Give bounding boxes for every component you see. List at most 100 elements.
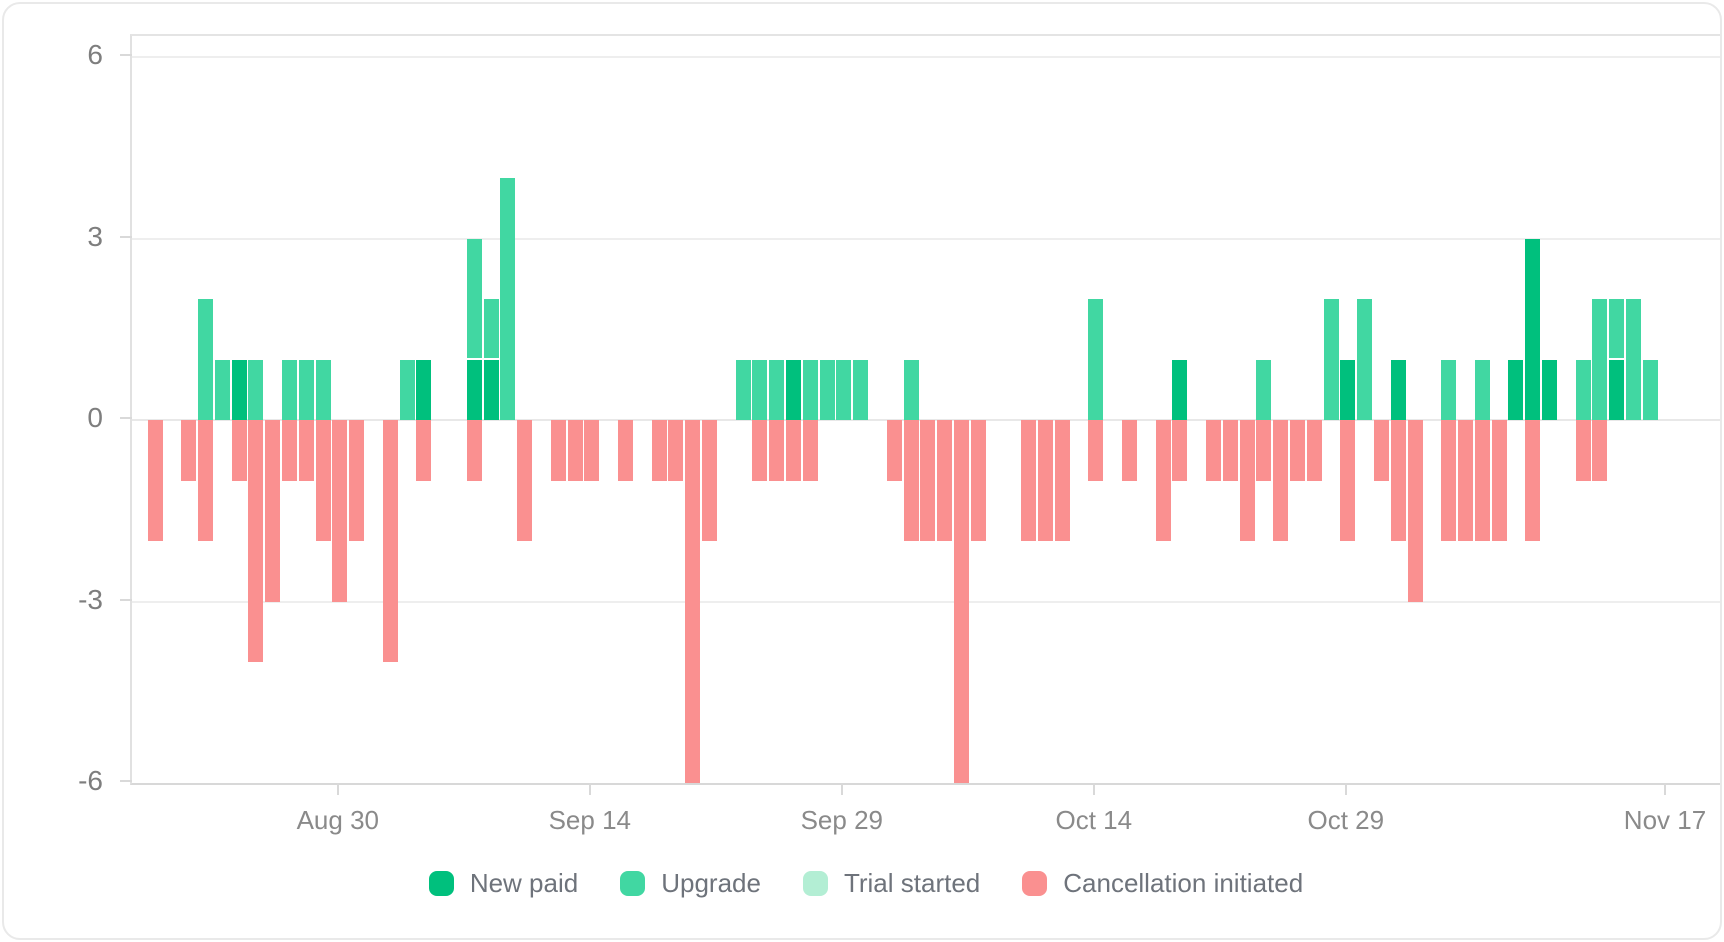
bar-column-oct-11[interactable] bbox=[1037, 36, 1053, 783]
bar-column-sep-26[interactable] bbox=[785, 36, 801, 783]
bar-segment-cancellation-initiated[interactable] bbox=[197, 420, 213, 541]
bar-column-aug-19[interactable] bbox=[147, 36, 163, 783]
bar-column-sep-28[interactable] bbox=[819, 36, 835, 783]
bar-column-oct-7[interactable] bbox=[970, 36, 986, 783]
bar-segment-cancellation-initiated[interactable] bbox=[382, 420, 398, 662]
bar-column-sep-3[interactable] bbox=[399, 36, 415, 783]
bar-segment-cancellation-initiated[interactable] bbox=[1289, 420, 1305, 481]
bar-segment-cancellation-initiated[interactable] bbox=[1441, 420, 1457, 541]
bar-column-aug-23[interactable] bbox=[214, 36, 230, 783]
bar-column-nov-15[interactable] bbox=[1625, 36, 1641, 783]
bar-segment-upgrade[interactable] bbox=[197, 299, 213, 420]
bar-column-sep-13[interactable] bbox=[567, 36, 583, 783]
bar-segment-upgrade[interactable] bbox=[1256, 359, 1272, 420]
bar-segment-cancellation-initiated[interactable] bbox=[1340, 420, 1356, 541]
bar-segment-cancellation-initiated[interactable] bbox=[332, 420, 348, 602]
bar-segment-cancellation-initiated[interactable] bbox=[1373, 420, 1389, 481]
bar-segment-upgrade[interactable] bbox=[735, 359, 751, 420]
bar-segment-cancellation-initiated[interactable] bbox=[1306, 420, 1322, 481]
legend-item-trial-started[interactable]: Trial started bbox=[802, 868, 980, 898]
bar-column-oct-14[interactable] bbox=[1088, 36, 1104, 783]
legend-item-new-paid[interactable]: New paid bbox=[428, 868, 578, 898]
bar-column-aug-26[interactable] bbox=[265, 36, 281, 783]
bar-column-sep-20[interactable] bbox=[685, 36, 701, 783]
bar-column-nov-2[interactable] bbox=[1407, 36, 1423, 783]
bar-segment-cancellation-initiated[interactable] bbox=[1592, 420, 1608, 481]
bar-column-aug-22[interactable] bbox=[197, 36, 213, 783]
legend-item-cancellation-initiated[interactable]: Cancellation initiated bbox=[1022, 868, 1303, 898]
bar-segment-cancellation-initiated[interactable] bbox=[416, 420, 432, 481]
bar-segment-cancellation-initiated[interactable] bbox=[1205, 420, 1221, 481]
bar-column-oct-27[interactable] bbox=[1306, 36, 1322, 783]
bar-segment-upgrade[interactable] bbox=[281, 359, 297, 420]
bar-segment-cancellation-initiated[interactable] bbox=[265, 420, 281, 602]
bar-segment-cancellation-initiated[interactable] bbox=[1172, 420, 1188, 481]
bar-segment-upgrade[interactable] bbox=[399, 359, 415, 420]
bar-column-sep-10[interactable] bbox=[517, 36, 533, 783]
bar-column-sep-25[interactable] bbox=[769, 36, 785, 783]
bar-column-sep-16[interactable] bbox=[617, 36, 633, 783]
bar-segment-upgrade[interactable] bbox=[1575, 359, 1591, 420]
bar-segment-cancellation-initiated[interactable] bbox=[1037, 420, 1053, 541]
bar-column-oct-28[interactable] bbox=[1323, 36, 1339, 783]
bar-segment-upgrade[interactable] bbox=[248, 359, 264, 420]
bar-column-sep-2[interactable] bbox=[382, 36, 398, 783]
bar-column-nov-14[interactable] bbox=[1609, 36, 1625, 783]
bar-column-aug-29[interactable] bbox=[315, 36, 331, 783]
bar-column-oct-23[interactable] bbox=[1239, 36, 1255, 783]
bar-column-sep-24[interactable] bbox=[752, 36, 768, 783]
bar-column-sep-19[interactable] bbox=[668, 36, 684, 783]
bar-segment-cancellation-initiated[interactable] bbox=[281, 420, 297, 481]
bar-column-oct-2[interactable] bbox=[886, 36, 902, 783]
bar-segment-upgrade[interactable] bbox=[802, 359, 818, 420]
bar-segment-cancellation-initiated[interactable] bbox=[517, 420, 533, 541]
bar-segment-cancellation-initiated[interactable] bbox=[248, 420, 264, 662]
bar-segment-upgrade[interactable] bbox=[1357, 299, 1373, 420]
bar-column-aug-31[interactable] bbox=[349, 36, 365, 783]
bar-column-sep-9[interactable] bbox=[500, 36, 516, 783]
bar-segment-cancellation-initiated[interactable] bbox=[1155, 420, 1171, 541]
bar-segment-new-paid[interactable] bbox=[785, 359, 801, 420]
bar-column-nov-9[interactable] bbox=[1525, 36, 1541, 783]
bar-segment-cancellation-initiated[interactable] bbox=[567, 420, 583, 481]
bar-segment-cancellation-initiated[interactable] bbox=[1256, 420, 1272, 481]
bar-column-oct-16[interactable] bbox=[1121, 36, 1137, 783]
bar-segment-cancellation-initiated[interactable] bbox=[1088, 420, 1104, 481]
bar-segment-upgrade[interactable] bbox=[483, 299, 499, 360]
bar-column-oct-22[interactable] bbox=[1222, 36, 1238, 783]
bar-column-oct-19[interactable] bbox=[1172, 36, 1188, 783]
bar-segment-cancellation-initiated[interactable] bbox=[953, 420, 969, 783]
bar-column-oct-6[interactable] bbox=[953, 36, 969, 783]
bar-segment-upgrade[interactable] bbox=[836, 359, 852, 420]
bar-column-nov-16[interactable] bbox=[1642, 36, 1658, 783]
bar-segment-cancellation-initiated[interactable] bbox=[466, 420, 482, 481]
bar-segment-new-paid[interactable] bbox=[1609, 359, 1625, 420]
bar-segment-cancellation-initiated[interactable] bbox=[315, 420, 331, 541]
bar-segment-new-paid[interactable] bbox=[1340, 359, 1356, 420]
bar-segment-cancellation-initiated[interactable] bbox=[1021, 420, 1037, 541]
bar-segment-cancellation-initiated[interactable] bbox=[685, 420, 701, 783]
bar-segment-new-paid[interactable] bbox=[416, 359, 432, 420]
bar-segment-upgrade[interactable] bbox=[1592, 299, 1608, 420]
bar-column-nov-1[interactable] bbox=[1390, 36, 1406, 783]
bar-column-nov-12[interactable] bbox=[1575, 36, 1591, 783]
bar-segment-upgrade[interactable] bbox=[1441, 359, 1457, 420]
legend-item-upgrade[interactable]: Upgrade bbox=[620, 868, 761, 898]
bar-column-sep-18[interactable] bbox=[651, 36, 667, 783]
bar-segment-upgrade[interactable] bbox=[752, 359, 768, 420]
bar-segment-cancellation-initiated[interactable] bbox=[1491, 420, 1507, 541]
bar-segment-cancellation-initiated[interactable] bbox=[1222, 420, 1238, 481]
bar-column-sep-30[interactable] bbox=[853, 36, 869, 783]
bar-segment-cancellation-initiated[interactable] bbox=[1407, 420, 1423, 602]
bar-column-nov-5[interactable] bbox=[1457, 36, 1473, 783]
bar-segment-cancellation-initiated[interactable] bbox=[1121, 420, 1137, 481]
bar-segment-cancellation-initiated[interactable] bbox=[1054, 420, 1070, 541]
bar-segment-cancellation-initiated[interactable] bbox=[181, 420, 197, 481]
bar-segment-cancellation-initiated[interactable] bbox=[886, 420, 902, 481]
bar-segment-cancellation-initiated[interactable] bbox=[785, 420, 801, 481]
bar-column-nov-6[interactable] bbox=[1474, 36, 1490, 783]
bar-column-nov-4[interactable] bbox=[1441, 36, 1457, 783]
bar-column-aug-28[interactable] bbox=[298, 36, 314, 783]
bar-segment-new-paid[interactable] bbox=[1541, 359, 1557, 420]
bar-column-sep-27[interactable] bbox=[802, 36, 818, 783]
